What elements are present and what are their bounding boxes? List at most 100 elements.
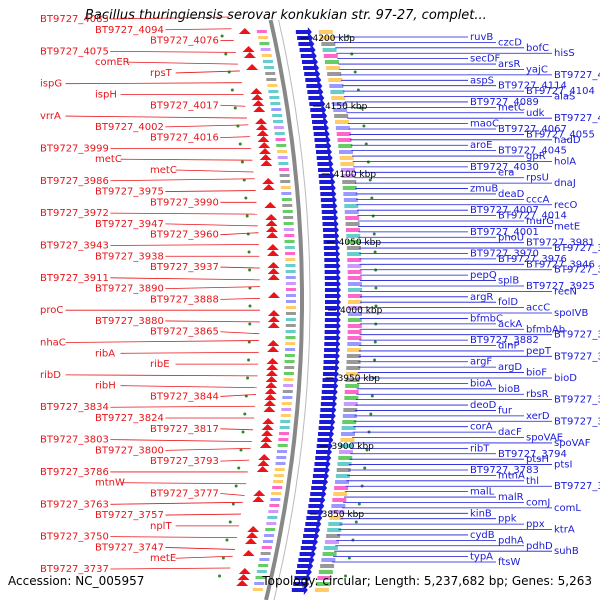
cog-block [283, 384, 294, 387]
cog-block [278, 162, 289, 165]
scale-tick-label: 3900 kbp [331, 442, 374, 452]
cog-block [261, 54, 272, 57]
left-gene-label: ispH [95, 89, 117, 100]
right-gene-label: BT9727_3794 [498, 449, 567, 460]
left-leader-line [165, 447, 251, 451]
gc-content-dot [347, 556, 351, 560]
right-gene-label: BT9727_4014 [498, 211, 567, 222]
plus-strand-feature [319, 177, 336, 187]
cog-block [320, 36, 335, 40]
cog-block [330, 90, 345, 94]
right-gene-label: BT9727_4007 [470, 205, 539, 216]
cog-block [260, 552, 271, 555]
cog-block [279, 426, 290, 429]
right-gene-label: mtnA [498, 470, 525, 481]
right-gene-label: hisS [554, 48, 575, 59]
gc-content-dot [373, 340, 377, 344]
plus-strand-feature [322, 225, 339, 235]
right-gene-label: rbsR [526, 389, 549, 400]
right-gene-label: BT9727_3847 [554, 395, 600, 406]
left-leader-line [110, 16, 230, 20]
cog-block [275, 138, 286, 141]
cog-block [342, 180, 357, 184]
minus-strand-feature [261, 430, 274, 436]
right-gene-label: deoD [470, 400, 497, 411]
left-gene-label: BT9727_3960 [150, 230, 219, 241]
minus-strand-feature [262, 184, 275, 190]
cog-block [255, 576, 266, 579]
gc-content-dot [374, 286, 378, 290]
cog-block [262, 60, 273, 63]
right-gene-label: BT9727_4125 [554, 70, 600, 81]
right-gene-label: ruvB [470, 32, 493, 43]
gc-content-dot [246, 376, 250, 380]
plus-strand-feature [295, 27, 312, 37]
left-gene-label: comER [95, 57, 130, 68]
right-gene-label: spoVAF [554, 438, 591, 449]
left-gene-label: nplT [150, 521, 172, 532]
cog-block [285, 282, 296, 285]
cog-block [344, 390, 359, 394]
minus-strand-feature [258, 142, 271, 148]
right-gene-label: pdhA [498, 535, 524, 546]
left-gene-label: BT9727_3834 [40, 402, 109, 413]
cog-block [341, 174, 356, 178]
cog-block [318, 30, 333, 34]
cog-block [323, 54, 338, 58]
left-leader-line [175, 555, 233, 559]
plus-strand-feature [324, 261, 341, 271]
cog-block [324, 540, 339, 544]
right-gene-label: BT9727_3976 [498, 254, 567, 265]
gc-content-dot [240, 160, 244, 164]
minus-strand-feature [267, 292, 280, 298]
minus-strand-feature [256, 466, 269, 472]
left-gene-label: vrrA [40, 111, 61, 122]
gc-content-dot [248, 322, 252, 326]
cog-block [283, 378, 294, 381]
cog-block [335, 126, 350, 130]
right-gene-label: holA [554, 156, 576, 167]
cog-block [285, 330, 296, 333]
minus-strand-feature [246, 64, 259, 70]
cog-block [262, 540, 273, 543]
left-leader-line [126, 61, 238, 65]
cog-block [332, 498, 347, 502]
minus-strand-feature [238, 28, 251, 34]
left-leader-line [165, 28, 232, 31]
left-leader-line [110, 178, 255, 182]
right-gene-label: BT9727_3970 [470, 248, 539, 259]
right-gene-label: spoVAE [526, 433, 563, 444]
cog-block [277, 156, 288, 159]
right-gene-label: BT9727_3821 [554, 416, 600, 427]
cog-block [285, 312, 296, 315]
cog-block [345, 228, 360, 232]
left-leader-line [220, 493, 245, 496]
minus-strand-feature [265, 214, 278, 220]
cog-block [283, 216, 294, 219]
gc-content-dot [247, 340, 251, 344]
right-gene-label: ftsW [498, 557, 520, 568]
plus-strand-feature [323, 243, 340, 253]
left-leader-line [65, 82, 242, 85]
right-gene-label: recO [554, 200, 578, 211]
right-gene-label: pepQ [470, 270, 497, 281]
gc-content-dot [244, 196, 248, 200]
left-gene-label: metC [150, 165, 177, 176]
cog-block [342, 420, 357, 424]
cog-block [284, 366, 295, 369]
left-gene-label: BT9727_3817 [150, 424, 219, 435]
cog-block [318, 570, 333, 574]
cog-block [347, 330, 362, 334]
right-gene-label: rpsU [526, 173, 549, 184]
cog-block [326, 534, 341, 538]
right-gene-label: folD [498, 297, 518, 308]
plus-strand-feature [314, 135, 331, 145]
right-gene-label: pdhD [526, 541, 553, 552]
gc-content-dot [357, 502, 361, 506]
gc-content-dot [366, 160, 370, 164]
right-gene-label: bioA [470, 378, 492, 389]
right-gene-label: BT9727_3993 [554, 243, 600, 254]
cog-block [284, 240, 295, 243]
minus-strand-feature [258, 454, 271, 460]
